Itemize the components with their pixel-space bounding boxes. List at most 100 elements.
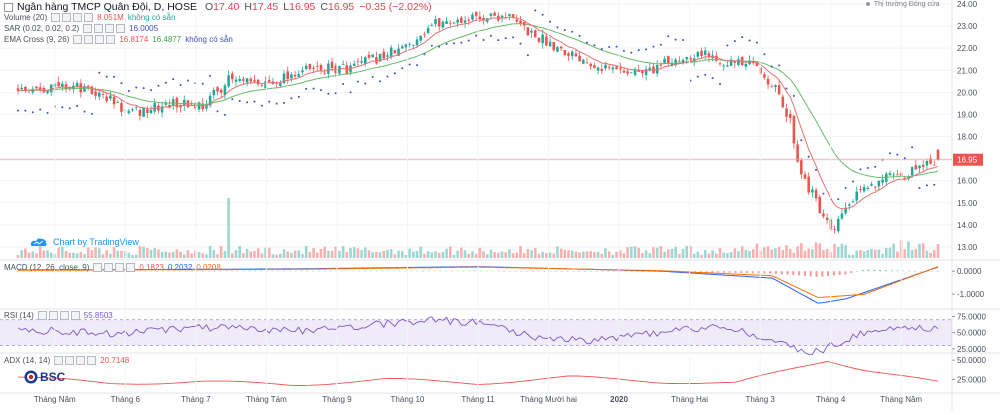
sar-dot (445, 42, 448, 45)
sar-dot (785, 87, 788, 90)
volume-bar (807, 248, 810, 258)
legend-buttons[interactable] (51, 13, 94, 22)
eye-icon[interactable] (83, 24, 93, 33)
price-tick-label: 22.00 (957, 44, 978, 53)
volume-bar (404, 254, 408, 258)
collapse-icon[interactable] (4, 2, 13, 12)
volume-bar (800, 243, 803, 258)
macd-histogram-bar (769, 271, 772, 274)
more-icon[interactable] (87, 356, 97, 365)
volume-bar (859, 250, 862, 258)
close-icon[interactable] (115, 263, 125, 272)
candle-body (24, 86, 27, 91)
rsi-legend[interactable]: RSI (14) 55.8503 (4, 311, 113, 320)
sar-dot (674, 38, 677, 41)
ema-legend[interactable]: EMA Cross (9, 26) 16.8174 16.4877 không … (4, 35, 233, 44)
macd-histogram-bar (717, 271, 720, 273)
macd-histogram-bar (410, 270, 413, 272)
macd-histogram-bar (855, 271, 858, 272)
more-icon[interactable] (84, 13, 94, 22)
volume-bar (75, 253, 79, 258)
more-icon[interactable] (116, 24, 126, 33)
volume-bar (811, 249, 814, 258)
candle-body (792, 115, 796, 144)
candle-body (729, 59, 733, 66)
candle-body (90, 86, 94, 94)
settings-icon[interactable] (104, 263, 114, 272)
candle-body (925, 160, 929, 166)
macd-histogram-bar (485, 270, 488, 272)
volume-bar (293, 250, 297, 258)
volume-ma-value: không có sẵn (127, 13, 176, 22)
more-icon[interactable] (126, 263, 136, 272)
legend-buttons[interactable] (73, 35, 116, 44)
legend-buttons[interactable] (54, 356, 97, 365)
volume-bar (216, 254, 219, 258)
legend-buttons[interactable] (37, 311, 80, 320)
volume-bar (833, 243, 836, 258)
candle-body (559, 46, 563, 49)
close-icon[interactable] (105, 24, 115, 33)
sar-dot (925, 184, 928, 187)
macd-legend[interactable]: MACD (12, 26, close, 9) 0.1823 0.2032 0.… (4, 263, 221, 272)
candle-body (223, 85, 227, 95)
close-icon[interactable] (76, 356, 86, 365)
sar-dot (90, 112, 93, 115)
close-icon[interactable] (95, 35, 105, 44)
candle-body (231, 73, 234, 80)
sar-legend[interactable]: SAR (0.02, 0.02, 0.2) 16.0005 (4, 24, 158, 33)
candle-body (49, 84, 53, 93)
settings-icon[interactable] (65, 356, 75, 365)
legend-buttons[interactable] (83, 24, 126, 33)
candle-body (160, 106, 164, 113)
close-icon[interactable] (73, 13, 83, 22)
candle-body (722, 65, 725, 67)
candle-body (493, 12, 496, 16)
candle-body (131, 109, 134, 111)
volume-legend[interactable]: Volume (20) 8.051M không có sẵn (4, 13, 175, 22)
candle-body (818, 196, 822, 214)
close-icon[interactable] (59, 311, 69, 320)
more-icon[interactable] (70, 311, 80, 320)
sar-dot (512, 36, 515, 39)
volume-bar (644, 250, 648, 258)
settings-icon[interactable] (84, 35, 94, 44)
volume-bar (670, 248, 674, 258)
eye-icon[interactable] (37, 311, 47, 320)
volume-bar (556, 246, 559, 258)
sar-dot (497, 39, 500, 42)
eye-icon[interactable] (54, 356, 64, 365)
title-legend: Ngân hàng TMCP Quân Đội, D, HOSE O17.40 … (4, 1, 432, 13)
eye-icon[interactable] (73, 35, 83, 44)
sar-dot (157, 84, 160, 87)
adx-legend[interactable]: ADX (14, 14) 20.7148 (4, 356, 129, 365)
candle-body (327, 63, 330, 74)
more-icon[interactable] (106, 35, 116, 44)
settings-icon[interactable] (48, 311, 58, 320)
candle-body (589, 63, 592, 67)
eye-icon[interactable] (51, 13, 61, 22)
candle-body (393, 50, 397, 54)
volume-bar (253, 251, 256, 258)
candle-body (375, 57, 378, 64)
macd-histogram-bar (578, 271, 581, 272)
candle-body (445, 21, 448, 25)
bsc-logo-icon (24, 370, 38, 384)
candle-body (397, 48, 400, 56)
tradingview-badge[interactable]: Chart by TradingView (30, 237, 139, 247)
sar-dot (630, 51, 633, 54)
volume-bar (101, 254, 105, 258)
macd-histogram-bar (798, 271, 801, 276)
settings-icon[interactable] (94, 24, 104, 33)
settings-icon[interactable] (62, 13, 72, 22)
eye-icon[interactable] (93, 263, 103, 272)
sar-dot (164, 81, 167, 84)
candle-body (751, 61, 755, 64)
candle-body (681, 59, 685, 64)
ohlc-values: O17.40 H17.45 L16.95 C16.95 −0.35 (−2.02… (205, 1, 432, 13)
volume-bar (500, 251, 504, 258)
volume-bar (301, 254, 304, 258)
legend-buttons[interactable] (93, 263, 136, 272)
